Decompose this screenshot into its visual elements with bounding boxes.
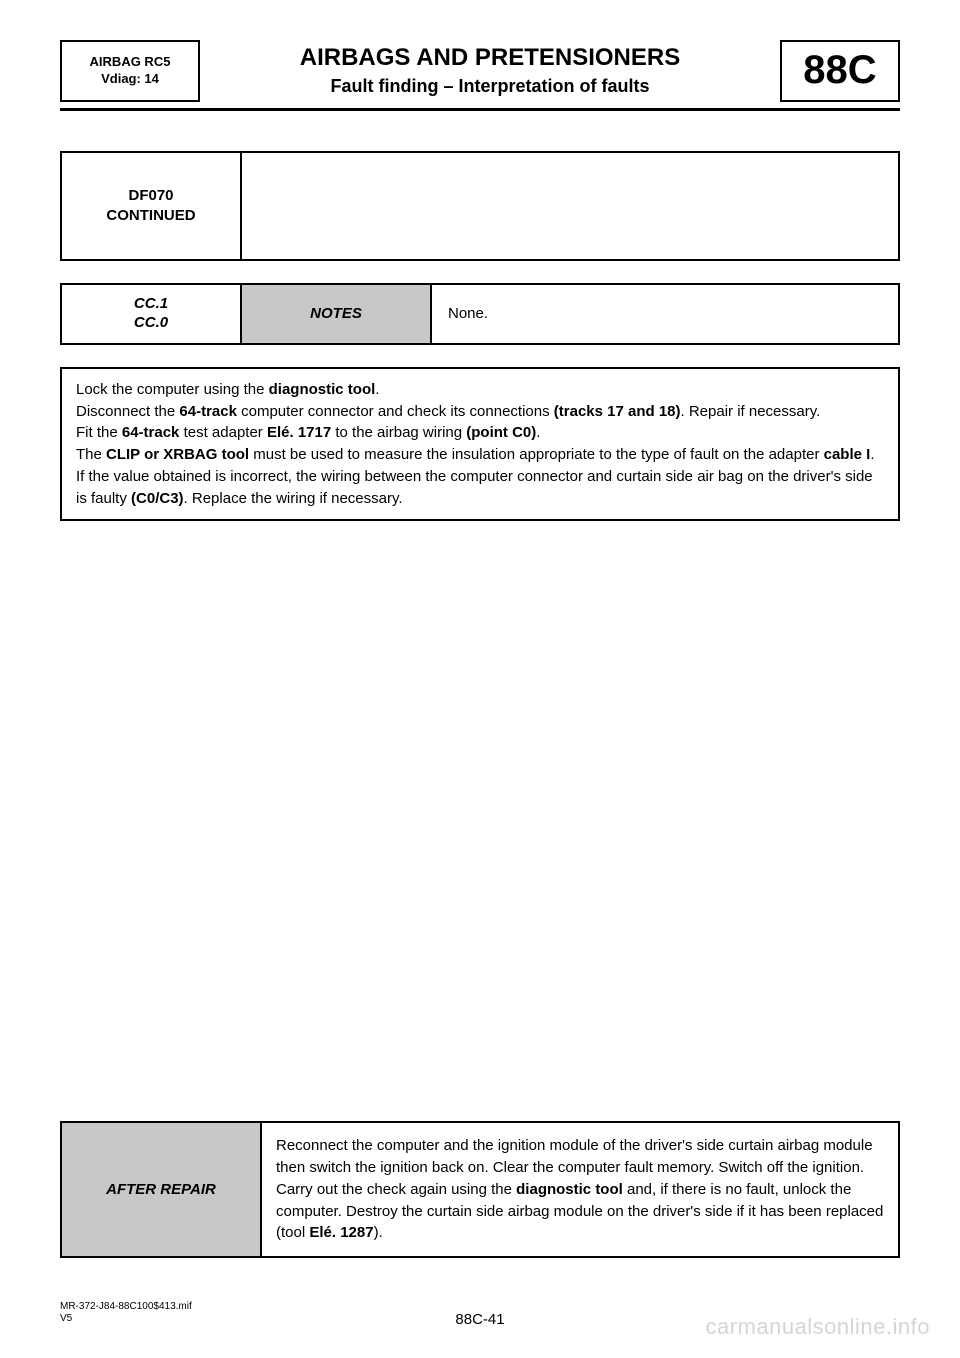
text: Fit the xyxy=(76,424,122,441)
fault-box: DF070 CONTINUED xyxy=(60,151,900,261)
bold-text: CLIP or XRBAG tool xyxy=(106,446,249,463)
text: Carry out the check again using the xyxy=(276,1181,516,1198)
text: Disconnect the xyxy=(76,403,179,420)
text: test adapter xyxy=(179,424,267,441)
header-left-line1: AIRBAG RC5 xyxy=(90,54,171,71)
fault-empty-cell xyxy=(242,153,898,259)
text: . Repair if necessary. xyxy=(681,403,821,420)
header-left-line2: Vdiag: 14 xyxy=(101,71,159,88)
text: computer connector and check its connect… xyxy=(237,403,554,420)
notes-label: NOTES xyxy=(310,305,362,322)
bold-text: diagnostic tool xyxy=(516,1181,623,1198)
fault-code-cell: DF070 CONTINUED xyxy=(62,153,242,259)
bold-text: 64-track xyxy=(122,424,180,441)
header-divider xyxy=(60,108,900,111)
bold-text: (point C0) xyxy=(466,424,536,441)
bold-text: Elé. 1717 xyxy=(267,424,331,441)
notes-code1: CC.1 xyxy=(134,295,168,314)
header-left-box: AIRBAG RC5 Vdiag: 14 xyxy=(60,40,200,102)
doc-subtitle: Fault finding – Interpretation of faults xyxy=(210,76,770,97)
text: . xyxy=(870,446,874,463)
instruction-line-2: Disconnect the 64-track computer connect… xyxy=(76,401,884,423)
instructions-box: Lock the computer using the diagnostic t… xyxy=(60,367,900,522)
bold-text: diagnostic tool xyxy=(269,381,376,398)
header-center: AIRBAGS AND PRETENSIONERS Fault finding … xyxy=(200,40,780,102)
notes-value-cell: None. xyxy=(432,285,898,343)
notes-row: CC.1 CC.0 NOTES None. xyxy=(60,283,900,345)
after-repair-label-cell: AFTER REPAIR xyxy=(62,1123,262,1256)
bold-text: Elé. 1287 xyxy=(309,1224,373,1241)
instruction-line-3: Fit the 64-track test adapter Elé. 1717 … xyxy=(76,422,884,444)
bold-text: (C0/C3) xyxy=(131,490,184,507)
notes-codes-cell: CC.1 CC.0 xyxy=(62,285,242,343)
watermark: carmanualsonline.info xyxy=(705,1314,930,1340)
after-repair-box: AFTER REPAIR Reconnect the computer and … xyxy=(60,1121,900,1258)
instruction-line-5: If the value obtained is incorrect, the … xyxy=(76,466,884,510)
section-code: 88C xyxy=(803,48,876,93)
after-repair-p2: Carry out the check again using the diag… xyxy=(276,1179,884,1244)
doc-title: AIRBAGS AND PRETENSIONERS xyxy=(210,44,770,72)
text: . Replace the wiring if necessary. xyxy=(184,490,403,507)
bold-text: (tracks 17 and 18) xyxy=(554,403,681,420)
instruction-line-1: Lock the computer using the diagnostic t… xyxy=(76,379,884,401)
fault-code-line1: DF070 xyxy=(128,186,173,206)
text: ). xyxy=(374,1224,383,1241)
text: to the airbag wiring xyxy=(331,424,466,441)
after-repair-label: AFTER REPAIR xyxy=(106,1181,216,1198)
text: The xyxy=(76,446,106,463)
text: . xyxy=(375,381,379,398)
section-code-box: 88C xyxy=(780,40,900,102)
notes-code2: CC.0 xyxy=(134,314,168,333)
page-header: AIRBAG RC5 Vdiag: 14 AIRBAGS AND PRETENS… xyxy=(60,40,900,102)
bold-text: 64-track xyxy=(179,403,237,420)
bold-text: cable I xyxy=(824,446,871,463)
instruction-line-4: The CLIP or XRBAG tool must be used to m… xyxy=(76,444,884,466)
fault-code-line2: CONTINUED xyxy=(106,206,195,226)
text: . xyxy=(536,424,540,441)
notes-value: None. xyxy=(448,305,488,322)
text: Lock the computer using the xyxy=(76,381,269,398)
after-repair-p1: Reconnect the computer and the ignition … xyxy=(276,1135,884,1179)
after-repair-text-cell: Reconnect the computer and the ignition … xyxy=(262,1123,898,1256)
notes-label-cell: NOTES xyxy=(242,285,432,343)
text: must be used to measure the insulation a… xyxy=(249,446,824,463)
